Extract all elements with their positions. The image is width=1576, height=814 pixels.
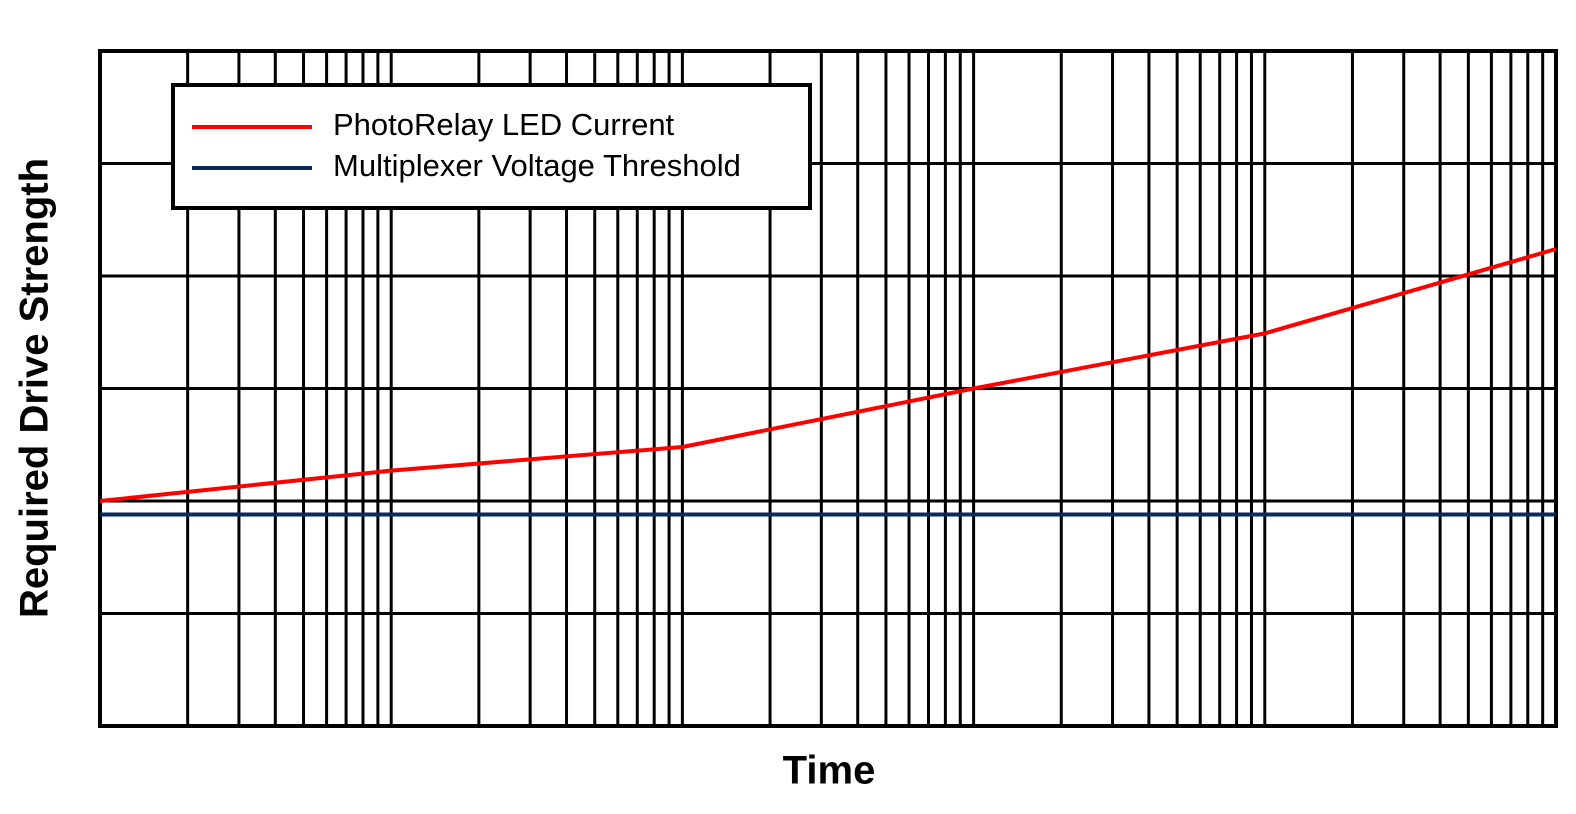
legend-label: Multiplexer Voltage Threshold	[333, 148, 741, 183]
series-line	[99, 247, 1557, 503]
plot-frame	[98, 49, 1558, 728]
legend-box	[171, 83, 812, 210]
legend-label: PhotoRelay LED Current	[333, 107, 675, 142]
y-axis-label: Required Drive Strength	[13, 158, 57, 618]
x-axis-label: Time	[783, 749, 876, 793]
